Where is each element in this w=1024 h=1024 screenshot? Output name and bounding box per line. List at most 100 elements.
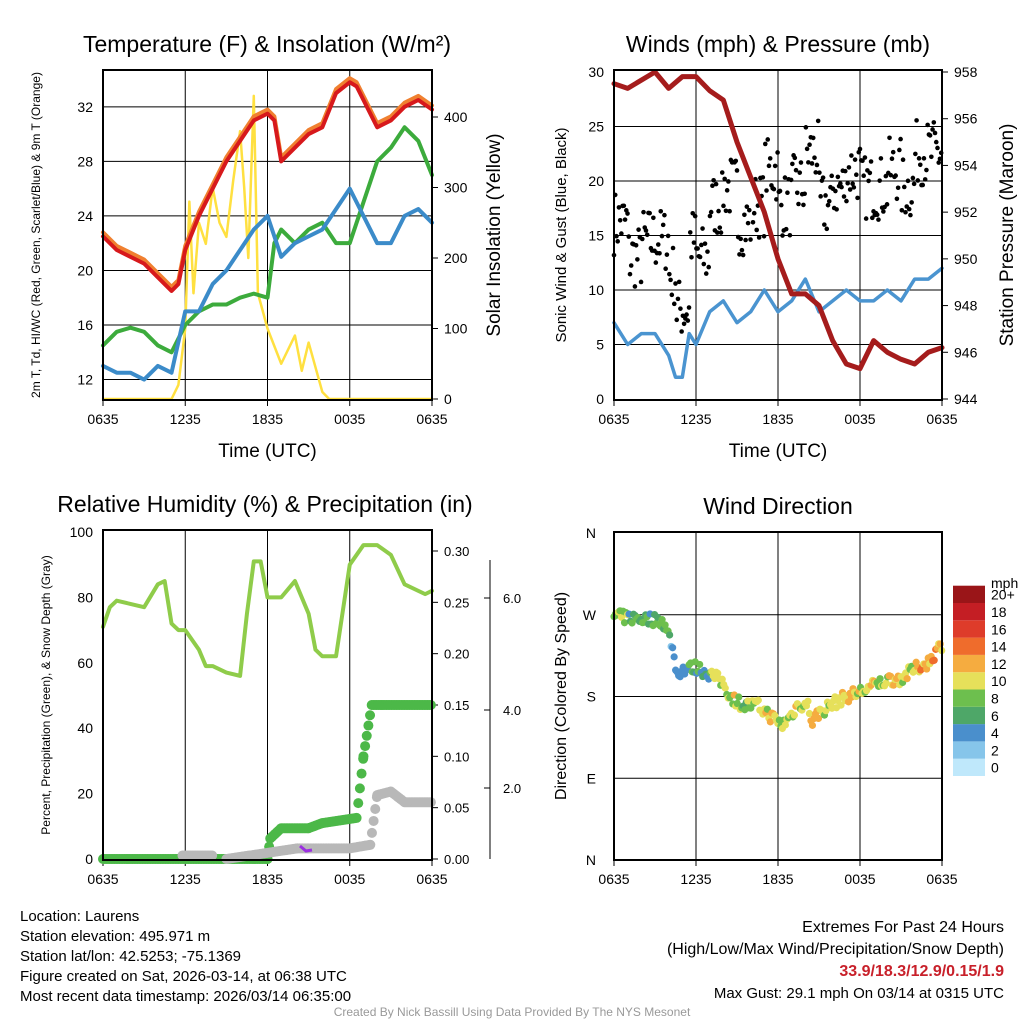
gust-point [788,177,794,183]
gust-point [826,198,832,204]
legend-swatch [953,637,985,655]
gust-point [772,163,778,169]
gust-point [917,162,923,168]
gust-point [778,202,784,208]
direction-point [754,696,762,704]
gust-point [628,263,634,268]
chart-title: Temperature (F) & Insolation (W/m²) [83,31,451,57]
gust-point [675,296,681,302]
gust-point [899,207,905,213]
gust-point [643,228,649,233]
snow-point [365,839,376,850]
gust-point [748,237,753,242]
legend-label: 12 [991,656,1007,672]
gust-point [663,266,668,272]
snow-point [425,797,436,808]
y2-tick-label: 948 [954,298,978,314]
gust-point [894,196,900,202]
gust-point [657,250,662,256]
gust-point [855,195,860,201]
gust-point [878,156,884,161]
gust-point [681,321,687,327]
gust-point [734,168,740,173]
snow-point [207,850,218,861]
gust-point [893,173,898,178]
gust-point [762,141,768,147]
chart-title: Wind Direction [703,493,853,519]
legend-label: 16 [991,621,1007,637]
gust-point [771,186,777,192]
gust-point [644,232,650,238]
precip-point [353,798,364,809]
gust-point [809,161,815,166]
x-tick-label: 0635 [87,871,118,887]
gust-point [766,163,772,169]
precip-point [351,812,362,823]
extremes-title: Extremes For Past 24 Hours [802,919,1004,936]
legend-title: mph [991,575,1018,591]
gust-point [900,157,906,163]
gust-point [933,139,939,145]
snow-point [370,804,381,815]
y-tick-label: E [587,770,596,786]
y3-tick-label: 6.0 [503,591,521,606]
credit: Created By Nick Bassill Using Data Provi… [333,1005,691,1019]
y-tick-label: 32 [77,99,93,115]
gust-point [617,217,623,223]
gust-point [739,247,745,253]
y-tick-label: S [587,689,596,705]
gust-point [921,156,927,161]
legend-label: 8 [991,691,999,707]
x-tick-label: 0635 [416,411,447,427]
gust-point [898,136,903,142]
gust-point [866,178,871,184]
gust-point [670,245,676,251]
direction-point [733,699,741,708]
gust-point [780,233,785,238]
x-tick-label: 0635 [87,411,118,427]
gust-point [665,233,671,239]
gust-point [895,185,901,191]
gust-point [750,220,756,225]
gust-point [803,125,809,130]
gust-point [810,135,816,141]
gust-point [813,170,819,175]
gust-point [659,233,665,239]
gust-point [713,181,719,187]
gust-point [653,260,659,265]
gust-point [825,202,831,208]
gust-point [616,205,622,210]
snow-point [366,827,377,838]
gust-point [854,172,859,178]
x-axis-label: Time (UTC) [729,441,828,462]
series-wc [101,186,434,382]
legend-swatch [953,585,985,603]
gust-point [910,175,916,181]
precip-marker [299,844,313,853]
location: Location: Laurens [20,908,140,925]
gust-point [783,226,789,232]
gust-point [822,222,827,227]
direction-point [930,656,938,664]
x-axis-label: Time (UTC) [218,441,317,462]
elevation: Station elevation: 495.971 m [20,928,211,945]
gust-point [922,177,928,182]
gust-point [669,292,675,298]
gust-point [801,202,806,208]
gust-point [765,137,771,142]
gust-point [839,184,844,190]
gust-point [908,212,913,218]
gust-point [818,194,823,199]
gust-point [718,230,724,235]
y-tick-label: 20 [77,786,93,802]
gust-point [812,155,817,161]
gust-point [678,306,683,311]
y-axis-label: 2m T, Td, HI/WC (Red, Green, Scarlet/Blu… [29,72,43,398]
gust-point [829,173,835,179]
series-wind [612,266,944,379]
direction-point [876,675,884,683]
y-tick-label: 15 [588,228,604,244]
y2-tick-label: 950 [954,251,978,267]
gust-point [743,237,748,243]
